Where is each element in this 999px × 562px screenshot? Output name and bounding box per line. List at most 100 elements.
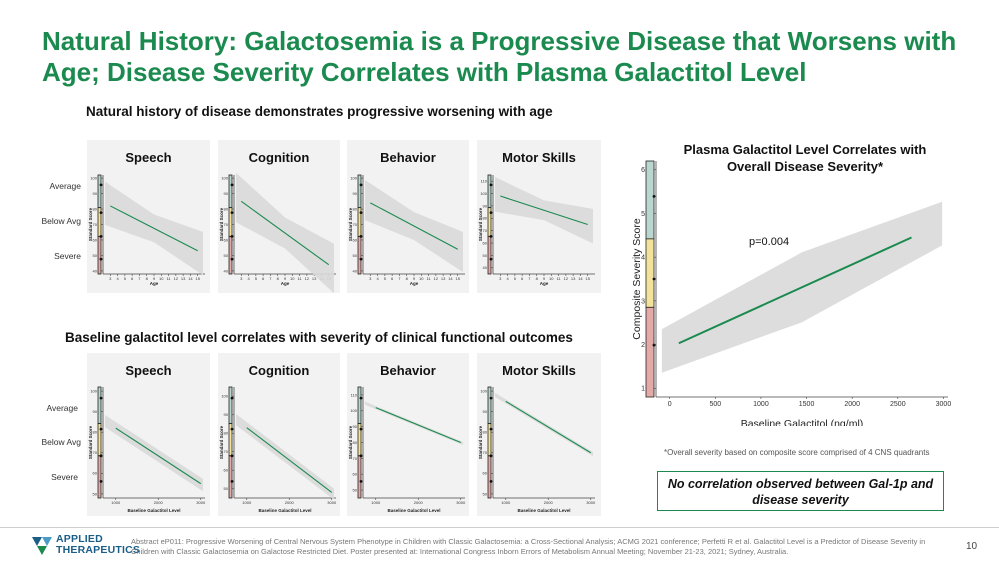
chart-title: Speech [125, 363, 172, 378]
x-tick-label: 3 [240, 276, 243, 281]
x-tick-label: 4 [116, 276, 119, 281]
axis-marker [230, 427, 234, 431]
x-tick-label: 2000 [844, 401, 860, 408]
company-logo-text: APPLIED THERAPEUTICS [56, 534, 140, 556]
severity-band [357, 174, 362, 209]
regression-line [375, 407, 461, 444]
x-axis-label: Age [150, 281, 159, 286]
x-tick-label: 3000 [327, 500, 337, 505]
y-tick-label: 80 [93, 430, 98, 435]
chart-title: Cognition [248, 363, 310, 378]
chart-title: Behavior [380, 363, 436, 378]
axis-marker [652, 277, 656, 281]
x-tick-label: 1000 [753, 401, 769, 408]
y-tick-label: 80 [483, 430, 488, 435]
regression-line [500, 195, 588, 226]
x-tick-label: 1000 [242, 500, 252, 505]
severity-band [228, 455, 233, 499]
y-tick-label: 50 [224, 486, 229, 491]
chart-motor-age: Motor Skills 3 4 5 6 7 8 9 10 11 12 13 14 15 40 50 60 70… [477, 140, 601, 293]
axis-marker [99, 396, 103, 400]
y-tick-label: 90 [93, 409, 98, 414]
x-tick-label: 13 [571, 276, 576, 281]
y-axis-label: Standard Score [88, 207, 93, 241]
chart-svg: 0 500 1000 1500 2000 2500 3000 1 2 3 4 5 6 Baseline G… [631, 160, 951, 430]
chart-svg: 1000 2000 3000 50 60 70 80 90 100 Baseline Galact… [219, 386, 337, 513]
axis-marker [489, 211, 493, 215]
chart-svg: 3 4 5 6 7 8 9 10 11 12 13 14 15 40 50 60 70 80 90 100 110 Age… [478, 174, 595, 286]
severity-label-below-avg: Below Avg [41, 216, 81, 226]
x-tick-label: 3000 [586, 500, 596, 505]
y-tick-label: 100 [90, 389, 97, 394]
logo-line-1: APPLIED [56, 533, 103, 545]
axis-marker [359, 211, 363, 215]
chart-title: Cognition [248, 150, 310, 165]
axis-marker [230, 234, 234, 238]
severity-label-severe: Severe [54, 251, 81, 261]
y-tick-label: 50 [353, 253, 358, 258]
x-tick-label: 8 [406, 276, 409, 281]
y-axis-label: Standard Score [219, 207, 224, 241]
x-axis-label: Age [410, 281, 419, 286]
axis-marker [99, 211, 103, 215]
x-tick-label: 1500 [799, 401, 815, 408]
x-tick-label: 12 [434, 276, 439, 281]
axis-marker [652, 195, 656, 198]
regression-line [115, 427, 202, 485]
severity-label-severe: Severe [51, 472, 78, 482]
x-tick-label: 5 [514, 276, 517, 281]
y-tick-label: 80 [353, 206, 358, 211]
y-tick-label: 40 [93, 268, 98, 273]
y-tick-label: 110 [481, 179, 488, 184]
x-tick-label: 9 [284, 276, 287, 281]
x-tick-label: 13 [441, 276, 446, 281]
chart-title: Speech [125, 150, 172, 165]
x-tick-label: 1000 [111, 500, 121, 505]
chart-behavior-galactitol: Behavior 1000 2000 3000 50 60 70 80 90 100 110 Bas… [347, 353, 469, 516]
regression-line [678, 236, 912, 345]
y-tick-label: 100 [221, 394, 228, 399]
axis-marker [230, 454, 234, 458]
chart-svg: 3456789101112131415405060708090100AgeSta… [219, 172, 336, 293]
y-tick-label: 40 [353, 268, 358, 273]
y-axis-label: Standard Score [219, 425, 224, 459]
x-tick-label: 6 [521, 276, 524, 281]
y-tick-label: 70 [93, 450, 98, 455]
y-tick-label: 40 [483, 265, 488, 270]
severity-label-average: Average [49, 181, 81, 191]
y-tick-label: 50 [224, 253, 229, 258]
severity-band [645, 160, 655, 240]
chart-svg: 1000 2000 3000 50 60 70 80 90 100 110 Baseline Gal… [348, 386, 466, 513]
axis-marker [359, 396, 363, 400]
axis-marker [99, 234, 103, 238]
x-axis-label: Baseline Galactitol (ng/ml) [741, 418, 864, 426]
severity-band [97, 455, 102, 499]
footnote: *Overall severity based on composite sco… [664, 448, 930, 457]
chart-svg: 1000 2000 3000 50 60 70 80 90 100 Baseline Galact… [88, 386, 206, 513]
y-tick-label: 4 [641, 255, 645, 262]
x-tick-label: 8 [536, 276, 539, 281]
x-tick-label: 3 [109, 276, 112, 281]
x-tick-label: 12 [305, 276, 310, 281]
y-axis-label: Composite Severity Score [631, 218, 643, 340]
axis-marker [230, 211, 234, 215]
y-tick-label: 60 [483, 471, 488, 476]
y-tick-label: 40 [224, 268, 229, 273]
chart-motor-galactitol: Motor Skills 1000 2000 3000 50 60 70 80 90 100 Ba… [477, 353, 601, 516]
x-tick-label: 10 [419, 276, 424, 281]
severity-band [357, 235, 362, 275]
x-tick-label: 9 [413, 276, 416, 281]
axis-marker [359, 183, 363, 187]
x-tick-label: 10 [549, 276, 554, 281]
footer-divider [0, 527, 999, 528]
x-tick-label: 13 [312, 276, 317, 281]
x-tick-label: 3 [369, 276, 372, 281]
x-tick-label: 1000 [501, 500, 511, 505]
y-tick-label: 3 [641, 298, 645, 305]
chart-speech-galactitol: Speech 1000 2000 3000 50 60 70 80 90 100 Baseline… [87, 353, 210, 516]
x-tick-label: 7 [398, 276, 401, 281]
axis-marker [99, 183, 103, 187]
y-tick-label: 60 [224, 237, 229, 242]
x-tick-label: 8 [146, 276, 149, 281]
y-tick-label: 90 [224, 191, 229, 196]
